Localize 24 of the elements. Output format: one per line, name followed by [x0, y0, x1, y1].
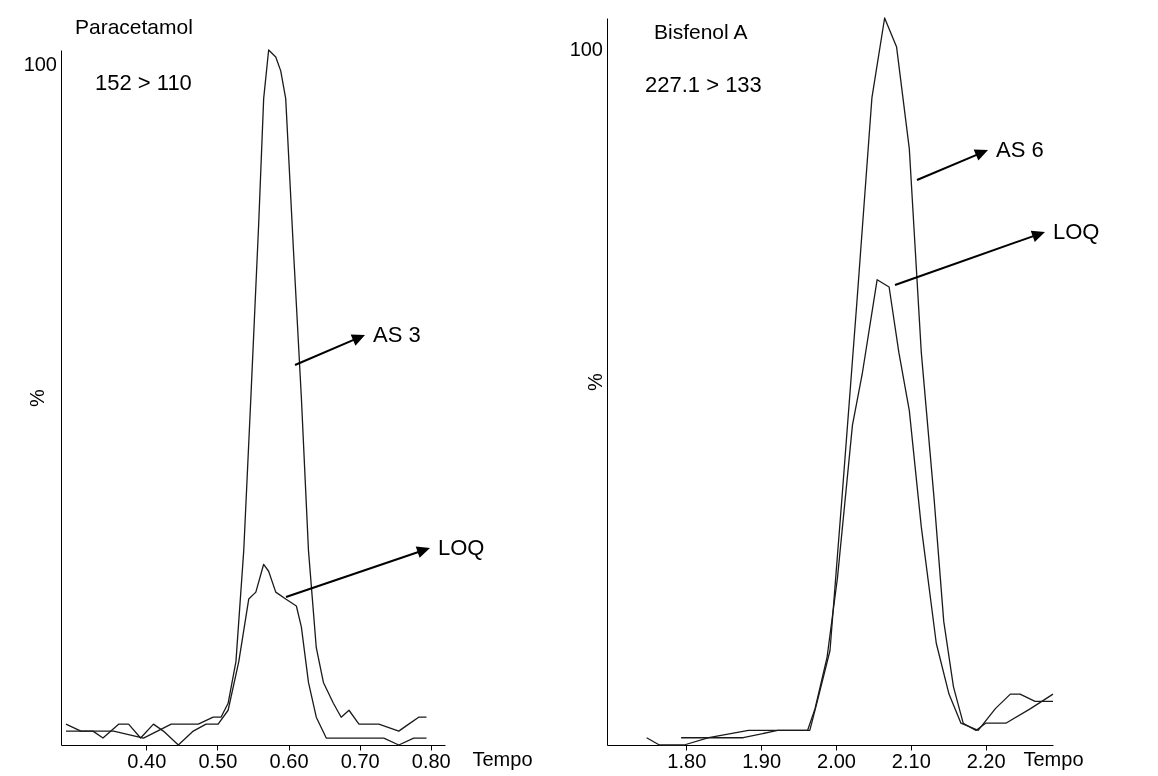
text: 227.1 > 133: [645, 72, 762, 97]
y-axis-title: %: [583, 372, 606, 391]
text: 100: [569, 38, 603, 60]
annotation: AS 6: [996, 137, 1044, 162]
chart-title: Paracetamol: [75, 15, 193, 38]
annotation: LOQ: [438, 535, 485, 560]
chart-title: Bisfenol A: [654, 20, 748, 43]
annotation: LOQ: [1053, 219, 1100, 244]
x-tick-label: 1.90: [742, 749, 782, 772]
x-axis-title: Tempo: [472, 747, 533, 770]
x-tick-label: 0.70: [340, 749, 380, 772]
x-tick-label: 2.20: [966, 749, 1006, 772]
y-axis-title: %: [25, 388, 48, 407]
x-axis-title: Tempo: [1023, 747, 1084, 770]
x-tick-label: 0.80: [411, 749, 451, 772]
x-tick-label: 0.50: [198, 749, 238, 772]
x-tick-label: 2.00: [817, 749, 856, 772]
text: 100: [23, 53, 57, 75]
x-tick-label: 0.40: [127, 749, 167, 772]
x-tick-label: 0.60: [269, 749, 309, 772]
x-tick-label: 2.10: [891, 749, 931, 772]
x-tick-label: 1.80: [667, 749, 707, 772]
text: 152 > 110: [95, 70, 192, 95]
annotation: AS 3: [373, 322, 421, 347]
